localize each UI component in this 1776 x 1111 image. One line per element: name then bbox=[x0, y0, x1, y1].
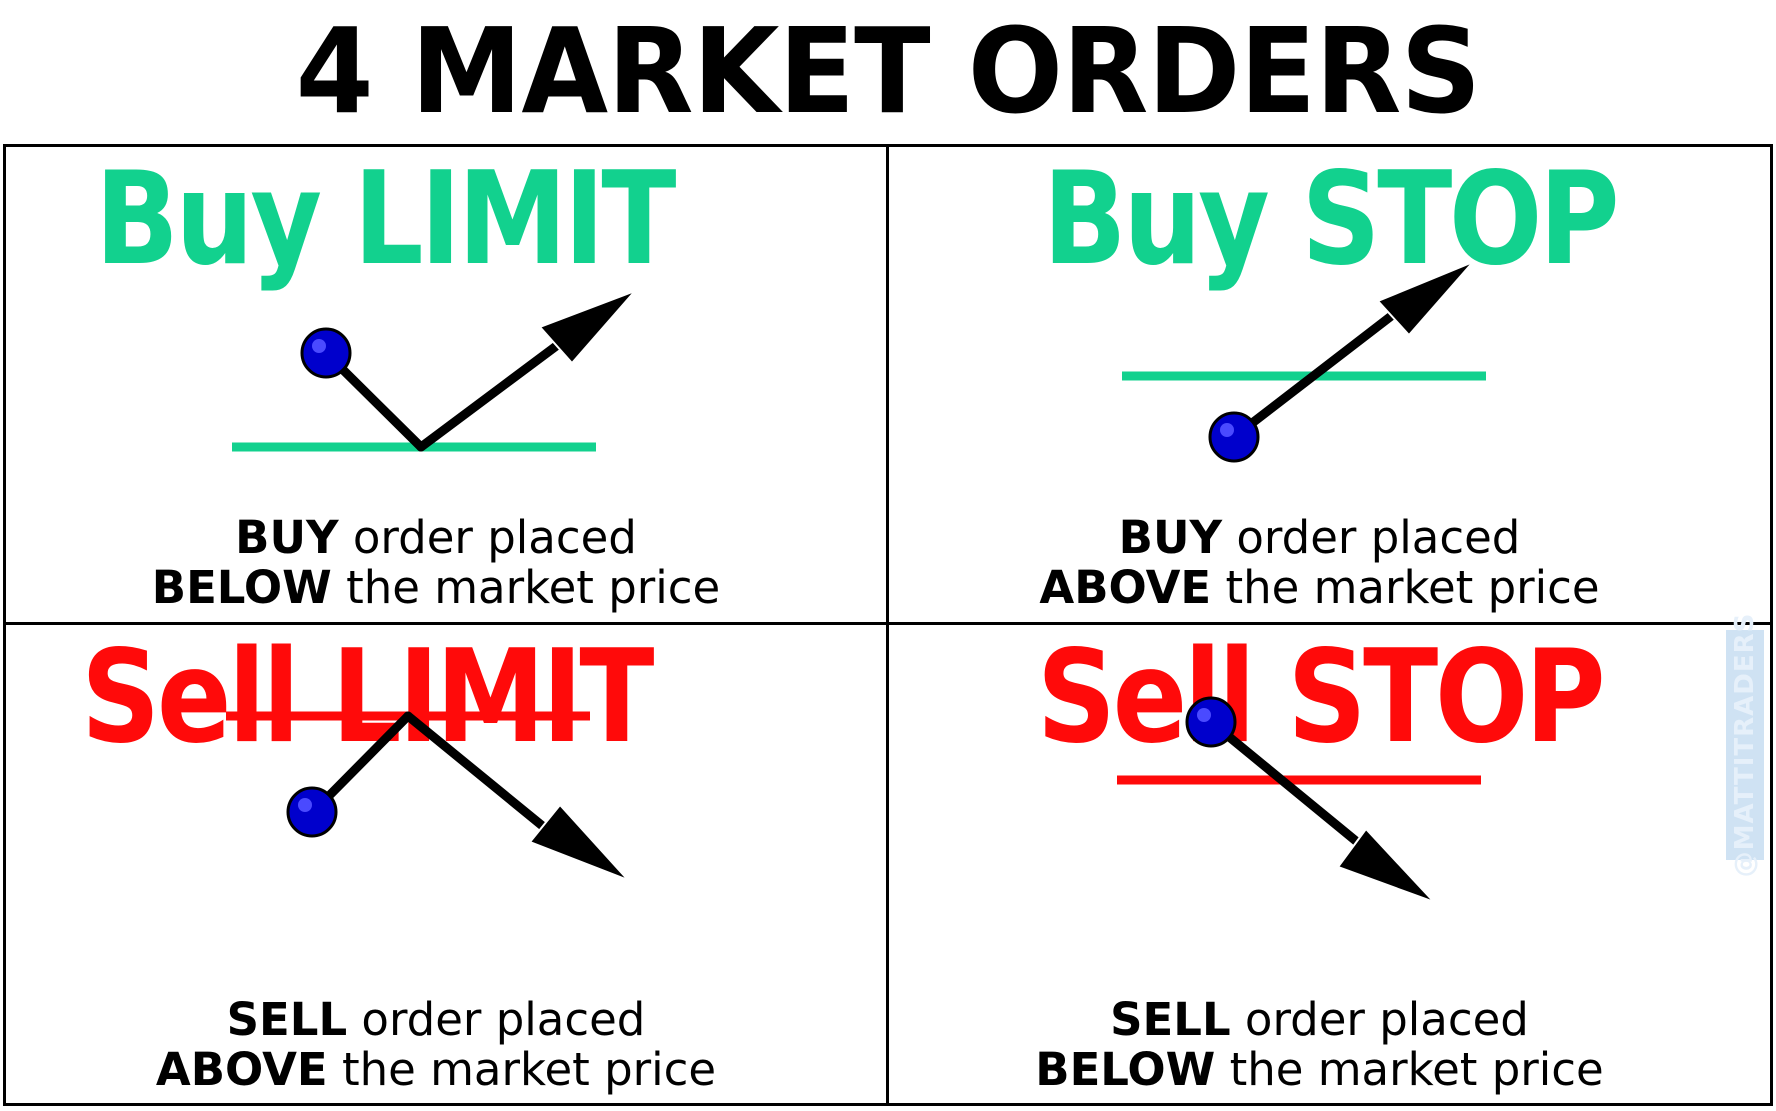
page-title: 4 MARKET ORDERS bbox=[295, 2, 1482, 140]
watermark: @MATTITRADERS bbox=[1726, 613, 1764, 877]
order-marker-icon bbox=[1185, 696, 1237, 748]
buy-stop-caption: BUY order placed ABOVE the market price bbox=[1039, 511, 1600, 614]
buy-limit-panel: Buy LIMIT BUY order placed BELOW the mar… bbox=[6, 147, 886, 622]
buy-stop-title: Buy STOP bbox=[1042, 147, 1620, 294]
order-marker-icon bbox=[286, 786, 338, 838]
price-path-down bbox=[1206, 717, 1378, 860]
sell-limit-panel: Sell LIMIT SELL order placed ABOVE the m… bbox=[6, 625, 886, 1100]
price-path-up bbox=[416, 330, 576, 452]
vertical-divider bbox=[886, 147, 889, 1103]
buy-stop-diagram bbox=[1122, 261, 1486, 463]
buy-limit-diagram bbox=[232, 290, 636, 452]
sell-stop-caption: SELL order placed BELOW the market price bbox=[1035, 993, 1604, 1096]
sell-stop-title: Sell STOP bbox=[1036, 625, 1606, 772]
marker-highlight bbox=[298, 798, 312, 812]
arrow-head-icon bbox=[1376, 261, 1474, 337]
sell-stop-panel: Sell STOP SELL order placed BELOW the ma… bbox=[889, 625, 1770, 1100]
buy-limit-title: Buy LIMIT bbox=[94, 147, 677, 294]
marker-highlight bbox=[1220, 423, 1234, 437]
marker-highlight bbox=[312, 339, 326, 353]
horizontal-divider bbox=[6, 622, 1770, 625]
sell-limit-diagram bbox=[226, 711, 629, 881]
sell-stop-diagram bbox=[1117, 696, 1481, 903]
order-marker-icon bbox=[300, 327, 352, 379]
watermark-text: @MATTITRADERS bbox=[1730, 612, 1760, 878]
buy-stop-panel: Buy STOP BUY order placed ABOVE the mark… bbox=[889, 147, 1770, 622]
price-path-up bbox=[1229, 292, 1421, 442]
price-path-down bbox=[403, 711, 561, 842]
sell-limit-caption: SELL order placed ABOVE the market price bbox=[155, 993, 717, 1096]
orders-grid: Buy LIMIT BUY order placed BELOW the mar… bbox=[3, 144, 1773, 1106]
marker-highlight bbox=[1197, 708, 1211, 722]
arrow-head-icon bbox=[528, 803, 629, 881]
arrow-head-icon bbox=[538, 290, 636, 365]
arrow-head-icon bbox=[1336, 827, 1435, 903]
order-marker-icon bbox=[1208, 411, 1260, 463]
buy-limit-caption: BUY order placed BELOW the market price bbox=[151, 511, 721, 614]
sell-limit-title: Sell LIMIT bbox=[80, 625, 654, 772]
